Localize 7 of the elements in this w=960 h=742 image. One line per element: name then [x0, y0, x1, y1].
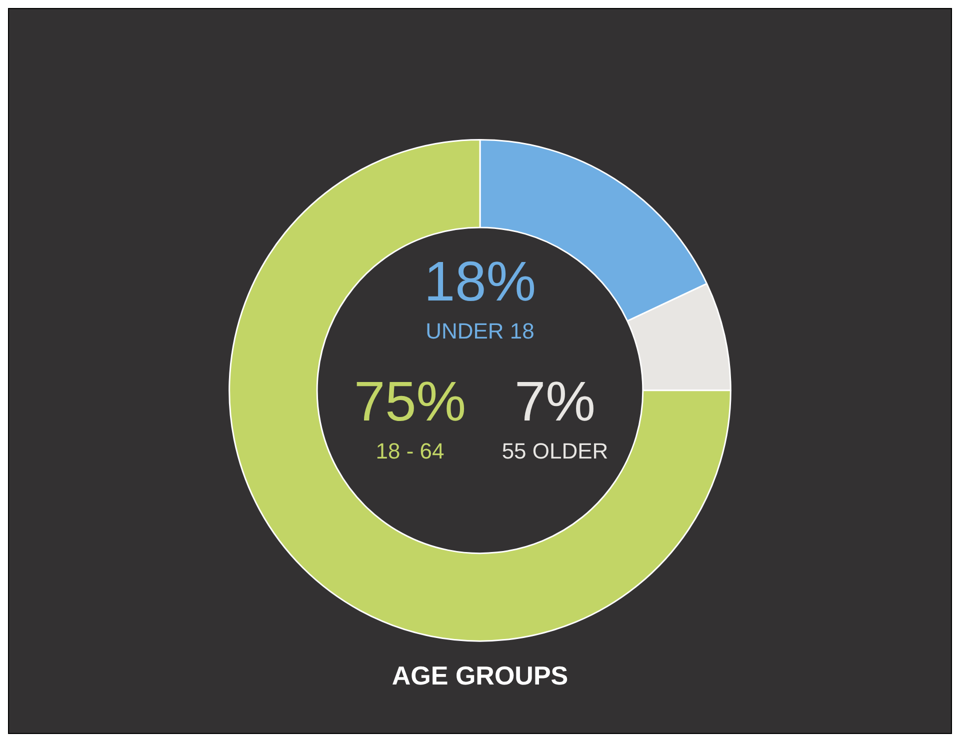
data-label: 7%: [514, 369, 596, 432]
data-label: 18%: [424, 249, 536, 312]
slice-label: UNDER 18: [426, 318, 534, 344]
text: AGE GROUPS: [392, 660, 568, 691]
slice-label: 18 - 64: [376, 438, 444, 464]
slice-label: 55 OLDER: [502, 438, 608, 464]
data-label: 75%: [354, 369, 466, 432]
